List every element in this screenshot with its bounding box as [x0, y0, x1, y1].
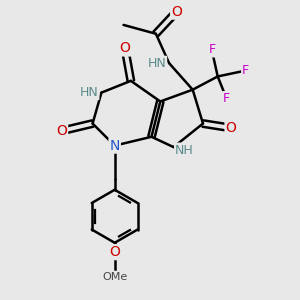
Text: O: O: [56, 124, 67, 138]
Text: HN: HN: [80, 86, 98, 99]
Text: O: O: [119, 41, 130, 56]
Text: OMe: OMe: [102, 272, 127, 282]
Text: F: F: [242, 64, 249, 77]
Text: N: N: [110, 139, 120, 153]
Text: HN: HN: [147, 57, 166, 70]
Text: F: F: [223, 92, 230, 105]
Text: O: O: [171, 5, 182, 19]
Text: F: F: [208, 44, 215, 56]
Text: O: O: [109, 245, 120, 259]
Text: O: O: [226, 121, 236, 135]
Text: NH: NH: [175, 143, 194, 157]
